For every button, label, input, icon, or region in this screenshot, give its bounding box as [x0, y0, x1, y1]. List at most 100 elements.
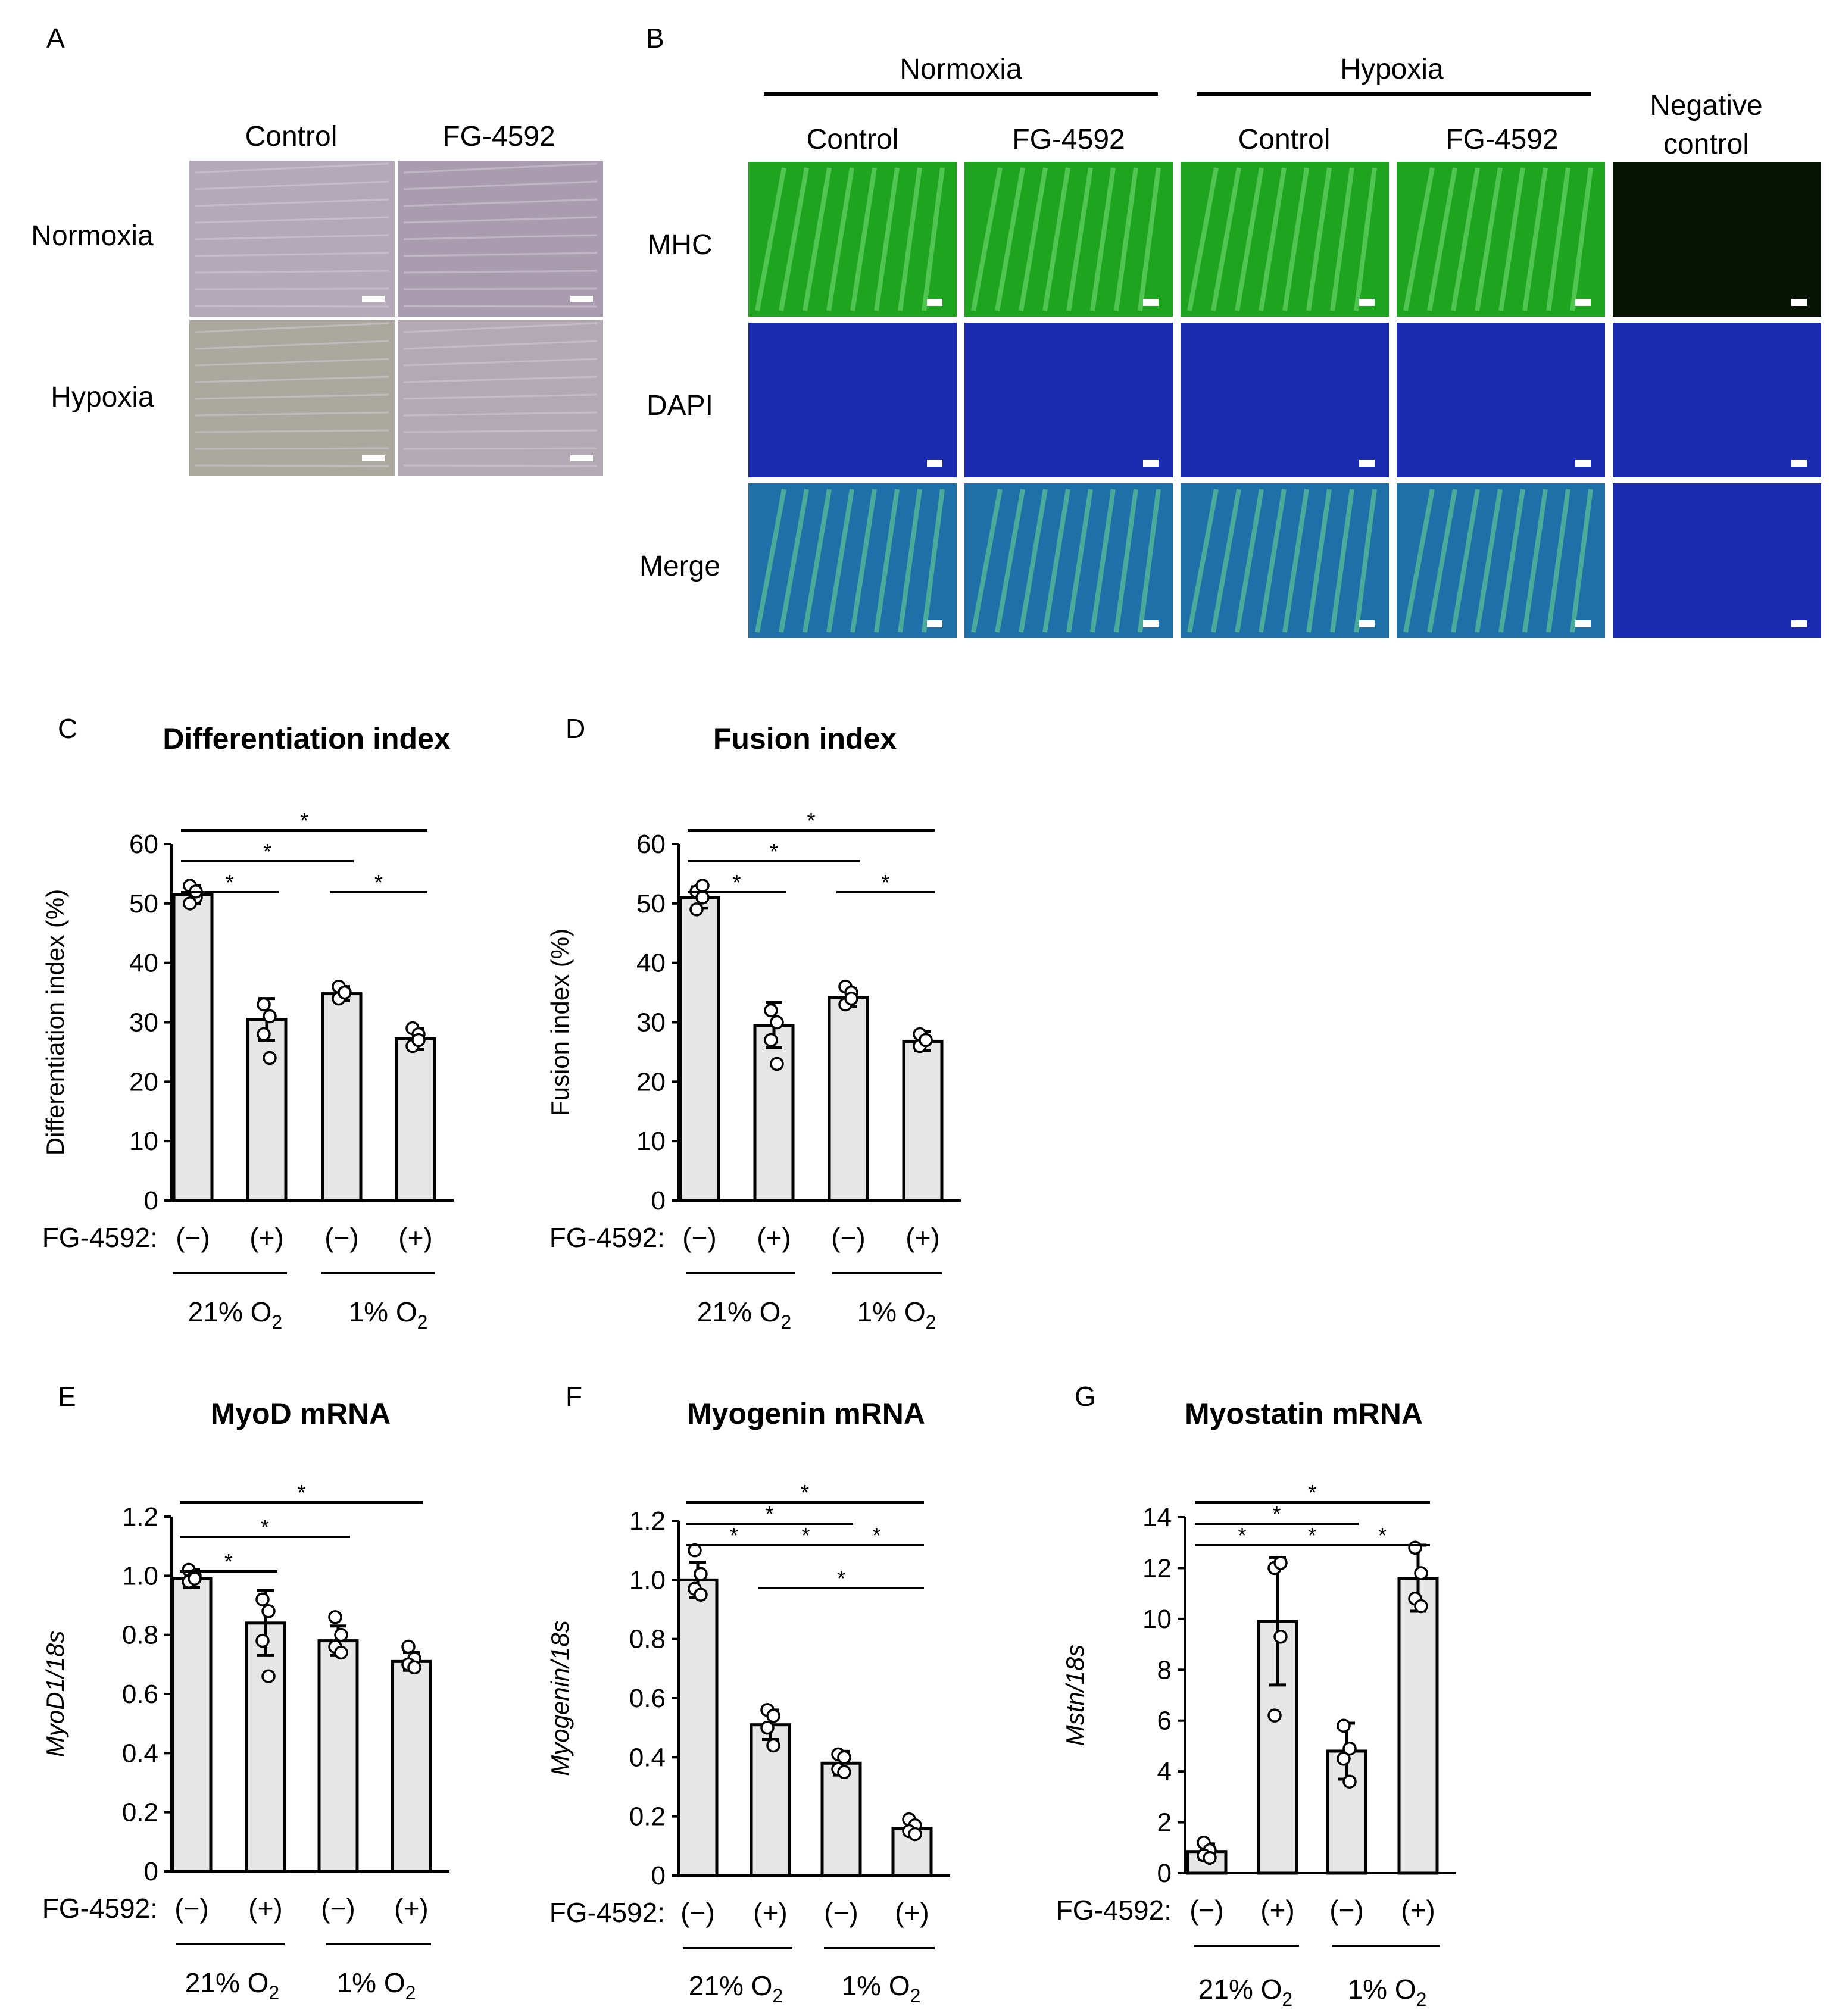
myotube-fiber [1235, 489, 1264, 633]
myotube-fiber [1019, 489, 1048, 633]
panel-b-group-normoxia: Normoxia [900, 54, 1022, 85]
y-tick-label: 0.8 [629, 1625, 666, 1654]
myotube-fiber [850, 489, 877, 633]
panel-b-image-grid [748, 162, 1821, 638]
myotube-fiber [971, 167, 1003, 311]
y-tick-label: 1.0 [122, 1561, 158, 1590]
data-point [837, 1765, 851, 1779]
significance-star: * [1272, 1502, 1281, 1526]
significance-star: * [261, 1515, 269, 1539]
x-category-label: (−) [1189, 1895, 1224, 1926]
y-tick-label: 10 [129, 1127, 158, 1156]
myotube-fiber [1066, 489, 1093, 633]
y-tick-label: 50 [636, 889, 666, 918]
myotube-fiber [1330, 167, 1354, 311]
data-point [1414, 1566, 1428, 1580]
myotube-streak [195, 429, 389, 433]
panel-label: E [58, 1381, 76, 1412]
data-point [770, 1015, 784, 1030]
x-prefix-label: FG-4592: [549, 1222, 665, 1253]
myotube-fiber [1066, 167, 1093, 311]
myotube-streak [195, 376, 389, 383]
y-tick-label: 0 [651, 1186, 666, 1215]
y-axis-label: Mstn/18s [1061, 1645, 1089, 1746]
myotube-fiber [1211, 167, 1241, 311]
x-category-label: (−) [824, 1897, 858, 1928]
myotube-fiber [922, 489, 945, 633]
myotube-fiber [755, 489, 786, 633]
y-tick-label: 0.2 [629, 1802, 666, 1831]
panel-b: B Normoxia Hypoxia Control FG-4592 Contr… [639, 23, 1821, 638]
myotube-fiber [1090, 167, 1116, 311]
data-point [1203, 1851, 1217, 1865]
myotube-fiber [1522, 167, 1548, 311]
data-point [764, 1003, 778, 1018]
significance-star: * [801, 1480, 809, 1505]
myotube-fiber [1282, 489, 1309, 633]
x-category-label: (+) [394, 1893, 429, 1924]
bar [679, 896, 720, 1202]
myotube-streak [403, 198, 598, 207]
myotube-streak [403, 340, 598, 350]
panel-b-row-merge: Merge [639, 551, 720, 582]
data-point [334, 1645, 348, 1660]
myotube-fiber [1570, 167, 1593, 311]
myotube-fiber [1570, 489, 1593, 633]
myotube-fiber [1330, 489, 1354, 633]
y-tick-label: 10 [636, 1127, 666, 1156]
myotube-streak [403, 322, 598, 333]
significance-star: * [807, 808, 815, 833]
significance-star: * [1308, 1523, 1316, 1548]
significance-star: * [374, 870, 383, 895]
data-point [1267, 1708, 1282, 1723]
x-prefix-label: FG-4592: [42, 1893, 158, 1924]
myotube-fiber [1259, 489, 1287, 633]
significance-star: * [263, 839, 271, 864]
x-category-label: (+) [905, 1222, 940, 1253]
x-category-label: (+) [248, 1893, 283, 1924]
data-point [261, 1604, 276, 1618]
myotube-streak [403, 464, 598, 467]
myotube-streak [195, 322, 389, 333]
data-point [1273, 1630, 1288, 1644]
data-point [695, 879, 710, 893]
myotube-streak [195, 393, 389, 400]
bar [317, 1639, 359, 1873]
myotube-fiber [898, 489, 922, 633]
bar [828, 996, 869, 1202]
significance-star: * [765, 1502, 773, 1526]
x-category-label: (+) [398, 1222, 433, 1253]
myotube-streak [195, 305, 389, 308]
bar [820, 1761, 862, 1877]
group-label: 21% O2 [188, 1296, 282, 1333]
data-point [1337, 1752, 1351, 1766]
y-tick-label: 0.2 [122, 1798, 158, 1827]
myotube-fiber [1090, 489, 1116, 633]
scale-bar [1575, 299, 1591, 306]
y-tick-label: 8 [1157, 1655, 1172, 1684]
scale-bar [362, 296, 385, 302]
bar [246, 1018, 288, 1202]
significance-star: * [872, 1523, 880, 1548]
data-point [764, 1033, 778, 1048]
myotube-streak [403, 358, 598, 367]
panel-b-col-4: FG-4592 [1445, 124, 1558, 155]
data-point [255, 1633, 270, 1648]
bar [321, 992, 363, 1202]
fluorescence-tile [1613, 323, 1821, 477]
significance-star: * [837, 1566, 845, 1590]
panel-b-negative-line2: control [1663, 129, 1749, 160]
chart-d: D Fusion index 0 10 20 30 40 50 60 Fusion index (… [546, 713, 961, 1333]
myotube-fiber [898, 167, 922, 311]
myotube-fiber [1475, 489, 1503, 633]
myotube-fiber [1546, 167, 1570, 311]
data-point [183, 896, 197, 911]
myotube-streak [403, 180, 598, 190]
significance-star: * [297, 1480, 305, 1505]
significance-star: * [1238, 1523, 1246, 1548]
myotube-fiber [1427, 167, 1457, 311]
group-label: 1% O2 [842, 1970, 921, 2006]
myotube-streak [403, 270, 598, 274]
x-category-label: (+) [757, 1222, 791, 1253]
data-point [1273, 1556, 1288, 1570]
